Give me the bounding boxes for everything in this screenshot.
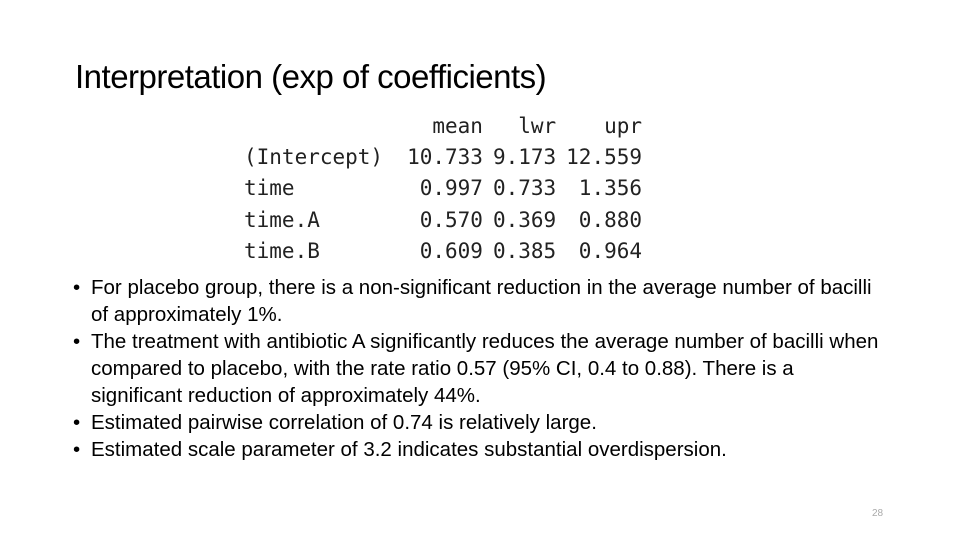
header-cell: mean <box>432 113 483 138</box>
table-cell: 0.997 <box>419 176 483 201</box>
bullet-item: The treatment with antibiotic A signific… <box>73 328 883 409</box>
table-cell: 1.356 <box>578 176 643 201</box>
table-header: mean lwr upr <box>244 110 642 141</box>
page-number: 28 <box>872 508 884 519</box>
bullet-item: Estimated pairwise correlation of 0.74 i… <box>73 409 883 436</box>
table-cell: 0.609 <box>419 238 483 263</box>
table-cell: 0.570 <box>419 207 483 232</box>
table-cell: 0.369 <box>492 207 557 232</box>
table-cell: 0.964 <box>578 238 643 263</box>
table-cell: 0.733 <box>492 176 557 201</box>
bullet-list: For placebo group, there is a non-signif… <box>73 274 883 463</box>
header-cell: lwr <box>518 113 557 138</box>
table-row: time.A 0.570 0.369 0.880 <box>244 204 642 235</box>
table-cell: 9.173 <box>492 144 557 169</box>
bullet-item: For placebo group, there is a non-signif… <box>73 274 883 328</box>
table-cell: 12.559 <box>566 144 643 169</box>
table-cell: 0.880 <box>578 207 643 232</box>
header-cell: upr <box>604 113 643 138</box>
coef-table: mean lwr upr (Intercept) 10.733 9.173 12.55… <box>244 110 642 266</box>
row-label: time.B <box>244 238 320 263</box>
bullet-item: Estimated scale parameter of 3.2 indicat… <box>73 436 883 463</box>
table-row: time.B 0.609 0.385 0.964 <box>244 235 642 266</box>
table-cell: 10.733 <box>407 144 483 169</box>
row-label: time <box>244 176 295 201</box>
row-label: (Intercept) <box>244 144 384 169</box>
table-row: time 0.997 0.733 1.356 <box>244 173 642 204</box>
table-cell: 0.385 <box>492 238 557 263</box>
table-row: (Intercept) 10.733 9.173 12.559 <box>244 141 642 172</box>
slide-title: Interpretation (exp of coefficients) <box>75 58 547 95</box>
row-label: time.A <box>244 207 320 232</box>
